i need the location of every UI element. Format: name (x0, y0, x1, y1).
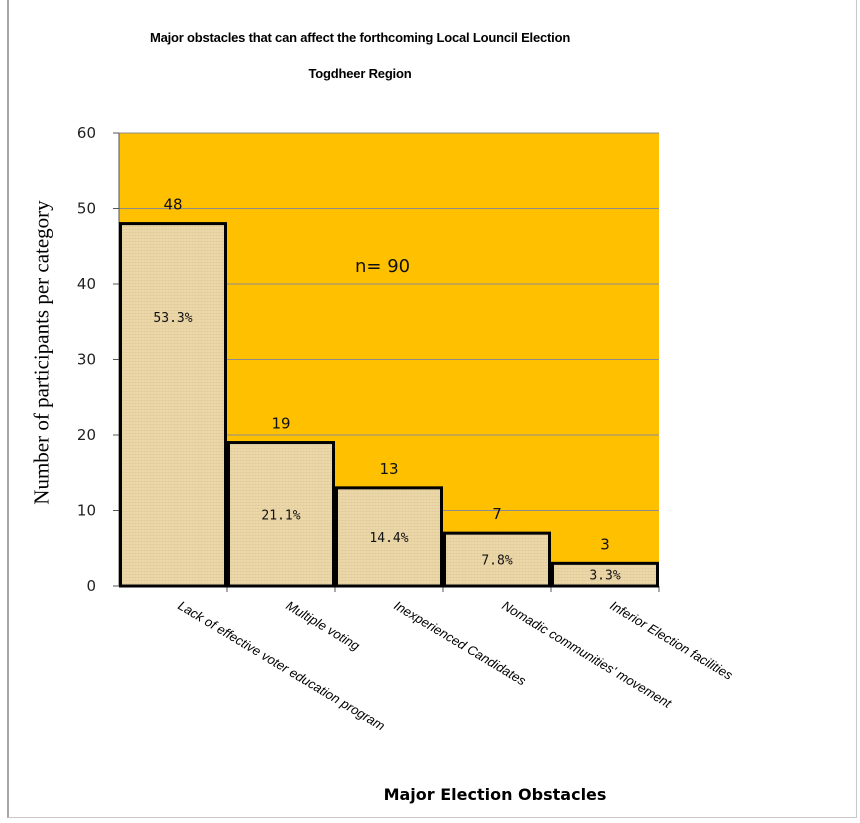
bar-percent-label: 14.4% (369, 531, 408, 546)
bar (335, 486, 443, 588)
chart-subtitle: Togdheer Region (308, 66, 412, 81)
chart-title: Major obstacles that can affect the fort… (149, 30, 571, 45)
bar-value-label: 13 (379, 460, 398, 478)
bar-value-label: 3 (600, 535, 610, 553)
y-tick-label: 10 (77, 502, 96, 520)
y-tick-labels: 0 10 20 30 40 50 60 (77, 124, 96, 595)
y-tick-label: 60 (77, 124, 96, 142)
y-tick-label: 30 (77, 351, 96, 369)
y-tick-label: 40 (77, 275, 96, 293)
y-tick-label: 20 (77, 426, 96, 444)
y-tick-label: 0 (86, 577, 96, 595)
bar (227, 441, 335, 588)
sample-size-annotation: n= 90 (355, 256, 410, 277)
bar-percent-label: 7.8% (481, 554, 512, 569)
bar-value-label: 48 (163, 196, 182, 214)
category-labels: Lack of effective voter education progra… (175, 598, 735, 734)
chart-frame (7, 0, 857, 818)
bar (443, 531, 551, 588)
bars: 48 53.3% 19 21.1% 13 14.4% 7 7.8% 3 3.3% (119, 196, 659, 588)
bar-value-label: 19 (271, 415, 290, 433)
category-label: Multiple voting (283, 598, 363, 654)
y-tick-label: 50 (77, 200, 96, 218)
bar (551, 561, 659, 588)
category-label: Nomadic communities' movement (499, 598, 675, 712)
bar-percent-label: 21.1% (261, 508, 300, 523)
bar-percent-label: 3.3% (589, 569, 620, 584)
x-axis-label: Major Election Obstacles (383, 785, 607, 804)
bar-value-label: 7 (492, 505, 502, 523)
bar (119, 222, 227, 588)
bar-percent-label: 53.3% (153, 311, 192, 326)
category-label: Lack of effective voter education progra… (175, 598, 387, 734)
